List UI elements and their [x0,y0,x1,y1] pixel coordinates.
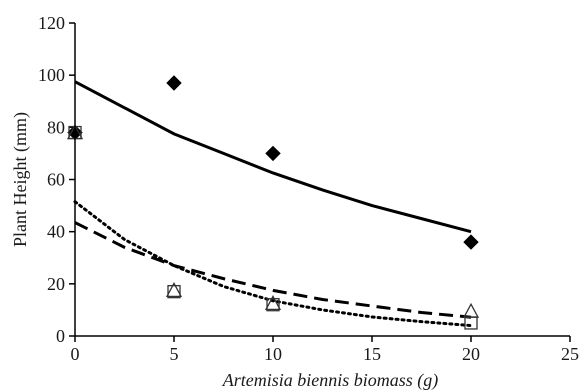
y-axis-ticks: 0 20 40 60 80 100 120 [38,13,75,346]
x-tick-label: 5 [170,344,179,364]
triangle-point [462,302,480,318]
y-tick-label: 100 [38,65,65,85]
diamond-point [265,145,281,162]
diamond-point [166,75,182,91]
triangle-point [165,281,183,298]
x-tick-label: 10 [264,344,282,364]
y-axis-title: Plant Height (mm) [10,112,31,247]
fit-curve-triangle [74,221,472,319]
fit-curve-square [73,200,473,328]
square-point [464,316,478,330]
x-tick-label: 20 [462,344,480,364]
y-tick-label: 120 [38,13,65,33]
diamond-point [463,234,479,250]
y-tick-label: 80 [47,117,65,137]
x-axis-title: Artemisia biennis biomass (g) [222,370,439,390]
square-point [266,298,280,312]
y-tick-label: 40 [47,222,65,242]
triangle-point [264,295,282,311]
fit-curve-diamond [74,80,472,234]
x-tick-label: 25 [561,344,579,364]
y-tick-label: 0 [56,326,65,346]
y-tick-label: 20 [47,274,65,294]
y-tick-label: 60 [47,170,65,190]
x-tick-label: 15 [363,344,381,364]
x-tick-label: 0 [71,344,80,364]
fit-curves [73,80,473,328]
square-point [167,285,181,299]
x-axis-ticks: 0 5 10 15 20 25 [71,336,579,364]
